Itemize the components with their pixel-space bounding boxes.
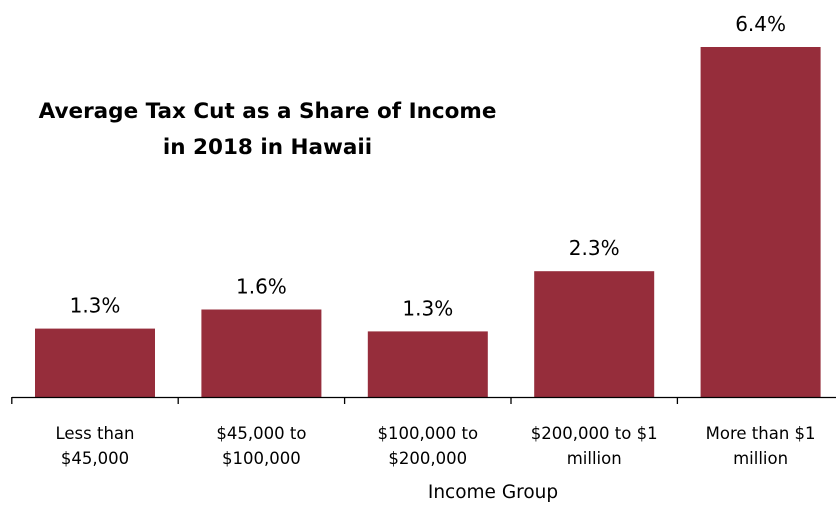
- category-label-line: $45,000 to: [216, 424, 306, 443]
- category-label-1: Less than $45,000: [56, 424, 135, 468]
- bar-3: [367, 331, 488, 397]
- category-label-line: million: [733, 449, 788, 468]
- category-labels-group: Less than $45,000 $45,000 to $100,000 $100,0…: [56, 424, 816, 468]
- category-label-line: $45,000: [61, 449, 129, 468]
- bar-5: [700, 47, 821, 397]
- value-label-4: 2.3%: [569, 236, 620, 260]
- category-label-line: million: [567, 449, 622, 468]
- value-label-5: 6.4%: [735, 12, 786, 36]
- category-label-line: $100,000: [222, 449, 301, 468]
- x-axis: [11, 396, 836, 404]
- category-label-line: Less than: [56, 424, 135, 443]
- value-label-1: 1.3%: [70, 294, 121, 318]
- chart-title-line-2: in 2018 in Hawaii: [162, 135, 373, 160]
- value-labels-group: 1.3% 1.6% 1.3% 2.3% 6.4%: [70, 12, 786, 320]
- chart-title: Average Tax Cut as a Share of Income in …: [0, 94, 535, 166]
- chart-title-line-1: Average Tax Cut as a Share of Income: [38, 99, 497, 124]
- category-label-2: $45,000 to $100,000: [216, 424, 306, 468]
- bar-1: [35, 328, 155, 397]
- x-axis-title: Income Group: [428, 482, 558, 503]
- category-label-line: $200,000 to $1: [531, 424, 658, 443]
- category-label-4: $200,000 to $1 million: [531, 424, 658, 468]
- bar-4: [534, 271, 655, 397]
- category-label-line: $100,000 to: [378, 424, 479, 443]
- value-label-2: 1.6%: [236, 275, 287, 299]
- value-label-3: 1.3%: [402, 296, 453, 320]
- category-label-line: $200,000: [388, 449, 467, 468]
- category-label-line: More than $1: [706, 424, 816, 443]
- bar-2: [201, 309, 322, 397]
- category-label-3: $100,000 to $200,000: [378, 424, 479, 468]
- bars-group: [35, 47, 821, 397]
- category-label-5: More than $1 million: [706, 424, 816, 468]
